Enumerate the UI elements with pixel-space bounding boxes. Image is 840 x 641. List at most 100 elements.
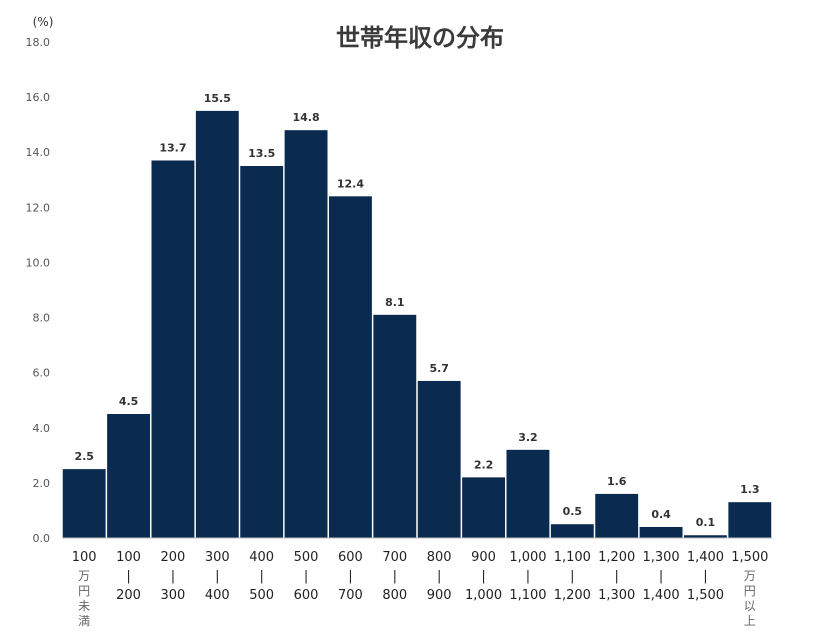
data-labels: 2.5 4.5 13.7 15.5 13.5 14.8 12.4 8.1 5.7 2.2 3.2 0.… xyxy=(74,92,759,529)
bar-value-label: 15.5 xyxy=(204,92,231,105)
x-tick-label: 600 | 700 xyxy=(338,550,363,603)
bar xyxy=(195,110,239,538)
x-tick-line: 未 xyxy=(78,599,90,613)
x-tick-line: | xyxy=(171,569,175,584)
x-tick-line: 100 xyxy=(116,550,141,565)
x-tick-line: 800 xyxy=(382,588,407,603)
bar xyxy=(373,314,417,538)
bar xyxy=(595,493,639,538)
x-tick-line: | xyxy=(703,569,707,584)
x-tick-line: 1,300 xyxy=(642,550,679,565)
x-tick-line: 600 xyxy=(338,550,363,565)
bar xyxy=(240,166,284,538)
x-tick-line: 900 xyxy=(471,550,496,565)
x-tick-line: 1,100 xyxy=(509,588,546,603)
y-tick-label: 12.0 xyxy=(26,201,51,214)
x-tick-line: | xyxy=(437,569,441,584)
bar xyxy=(462,477,505,538)
x-tick-line: | xyxy=(304,569,308,584)
bar xyxy=(684,535,727,538)
x-tick-line: 上 xyxy=(744,614,756,628)
x-tick-line: 1,300 xyxy=(598,588,635,603)
x-tick-line: 1,000 xyxy=(465,588,502,603)
x-tick-line: 700 xyxy=(382,550,407,565)
bar-value-label: 5.7 xyxy=(429,362,449,375)
bar-value-label: 13.5 xyxy=(248,147,275,160)
x-tick-line: 500 xyxy=(294,550,319,565)
bar-value-label: 0.1 xyxy=(696,516,716,529)
x-tick-line: | xyxy=(126,569,130,584)
x-tick-line: 600 xyxy=(294,588,319,603)
x-tick-line: | xyxy=(526,569,530,584)
y-tick-label: 10.0 xyxy=(26,256,51,269)
x-tick-line: 1,400 xyxy=(642,588,679,603)
bar xyxy=(151,160,195,538)
bar-value-label: 0.4 xyxy=(651,508,671,521)
bar-value-label: 8.1 xyxy=(385,296,405,309)
y-axis-ticks: 0.0 2.0 4.0 6.0 8.0 10.0 12.0 14.0 16.0 18.0 xyxy=(26,36,51,545)
bar xyxy=(107,414,150,538)
bar-value-label: 2.2 xyxy=(474,458,494,471)
bar-value-label: 1.6 xyxy=(607,475,627,488)
bar xyxy=(284,130,328,538)
y-tick-label: 0.0 xyxy=(33,532,51,545)
x-tick-label: 1,200 | 1,300 xyxy=(598,550,635,603)
y-tick-label: 2.0 xyxy=(33,477,51,490)
bar xyxy=(62,469,106,538)
x-tick-line: 1,400 xyxy=(687,550,724,565)
x-tick-line: 200 xyxy=(161,550,186,565)
x-tick-label: 1,400 | 1,500 xyxy=(687,550,724,603)
x-tick-line: 500 xyxy=(249,588,274,603)
y-tick-label: 4.0 xyxy=(33,422,51,435)
x-tick-label: 700 | 800 xyxy=(382,550,407,603)
x-tick-line: | xyxy=(614,569,618,584)
bar xyxy=(417,380,461,538)
x-tick-line: | xyxy=(215,569,219,584)
x-tick-line: 万 xyxy=(744,569,756,583)
x-tick-line: 1,500 xyxy=(731,550,768,565)
x-tick-line: 400 xyxy=(205,588,230,603)
x-tick-label: 200 | 300 xyxy=(161,550,186,603)
x-tick-line: | xyxy=(570,569,574,584)
x-tick-line: 300 xyxy=(161,588,186,603)
bar-value-label: 3.2 xyxy=(518,431,538,444)
x-tick-line: 1,200 xyxy=(554,588,591,603)
x-axis-ticks: 100万円未満100|200200|300300|400400|500500|6… xyxy=(72,550,769,628)
y-tick-label: 14.0 xyxy=(26,146,51,159)
bars xyxy=(62,110,772,539)
x-tick-line: 1,200 xyxy=(598,550,635,565)
x-tick-line: 800 xyxy=(427,550,452,565)
x-tick-label: 500 | 600 xyxy=(294,550,319,603)
x-tick-line: 円 xyxy=(78,584,90,598)
x-tick-label: 1,300 | 1,400 xyxy=(642,550,679,603)
x-tick-label: 1,000 | 1,100 xyxy=(509,550,546,603)
bar xyxy=(329,196,372,539)
bar xyxy=(639,526,683,538)
x-tick-line: | xyxy=(659,569,663,584)
x-tick-line: 1,100 xyxy=(554,550,591,565)
x-tick-line: 200 xyxy=(116,588,141,603)
x-tick-line: | xyxy=(481,569,485,584)
bar-value-label: 13.7 xyxy=(159,141,186,154)
bar-value-label: 14.8 xyxy=(292,111,319,124)
bar-value-label: 2.5 xyxy=(74,450,94,463)
bar-value-label: 1.3 xyxy=(740,483,760,496)
x-tick-line: 100 xyxy=(72,550,97,565)
x-tick-label: 900 | 1,000 xyxy=(465,550,502,603)
bar-value-label: 12.4 xyxy=(337,177,364,190)
x-tick-line: 1,000 xyxy=(509,550,546,565)
y-tick-label: 6.0 xyxy=(33,367,51,380)
x-tick-label: 800 | 900 xyxy=(427,550,452,603)
x-tick-label: 1,100 | 1,200 xyxy=(554,550,591,603)
x-tick-line: | xyxy=(393,569,397,584)
y-axis-unit: (%) xyxy=(33,15,54,29)
y-tick-label: 16.0 xyxy=(26,91,51,104)
chart-title: 世帯年収の分布 xyxy=(336,24,504,52)
bar-value-label: 0.5 xyxy=(563,505,583,518)
x-tick-label: 400 | 500 xyxy=(249,550,274,603)
x-tick-line: 400 xyxy=(249,550,274,565)
x-tick-line: 700 xyxy=(338,588,363,603)
y-tick-label: 8.0 xyxy=(33,312,51,325)
